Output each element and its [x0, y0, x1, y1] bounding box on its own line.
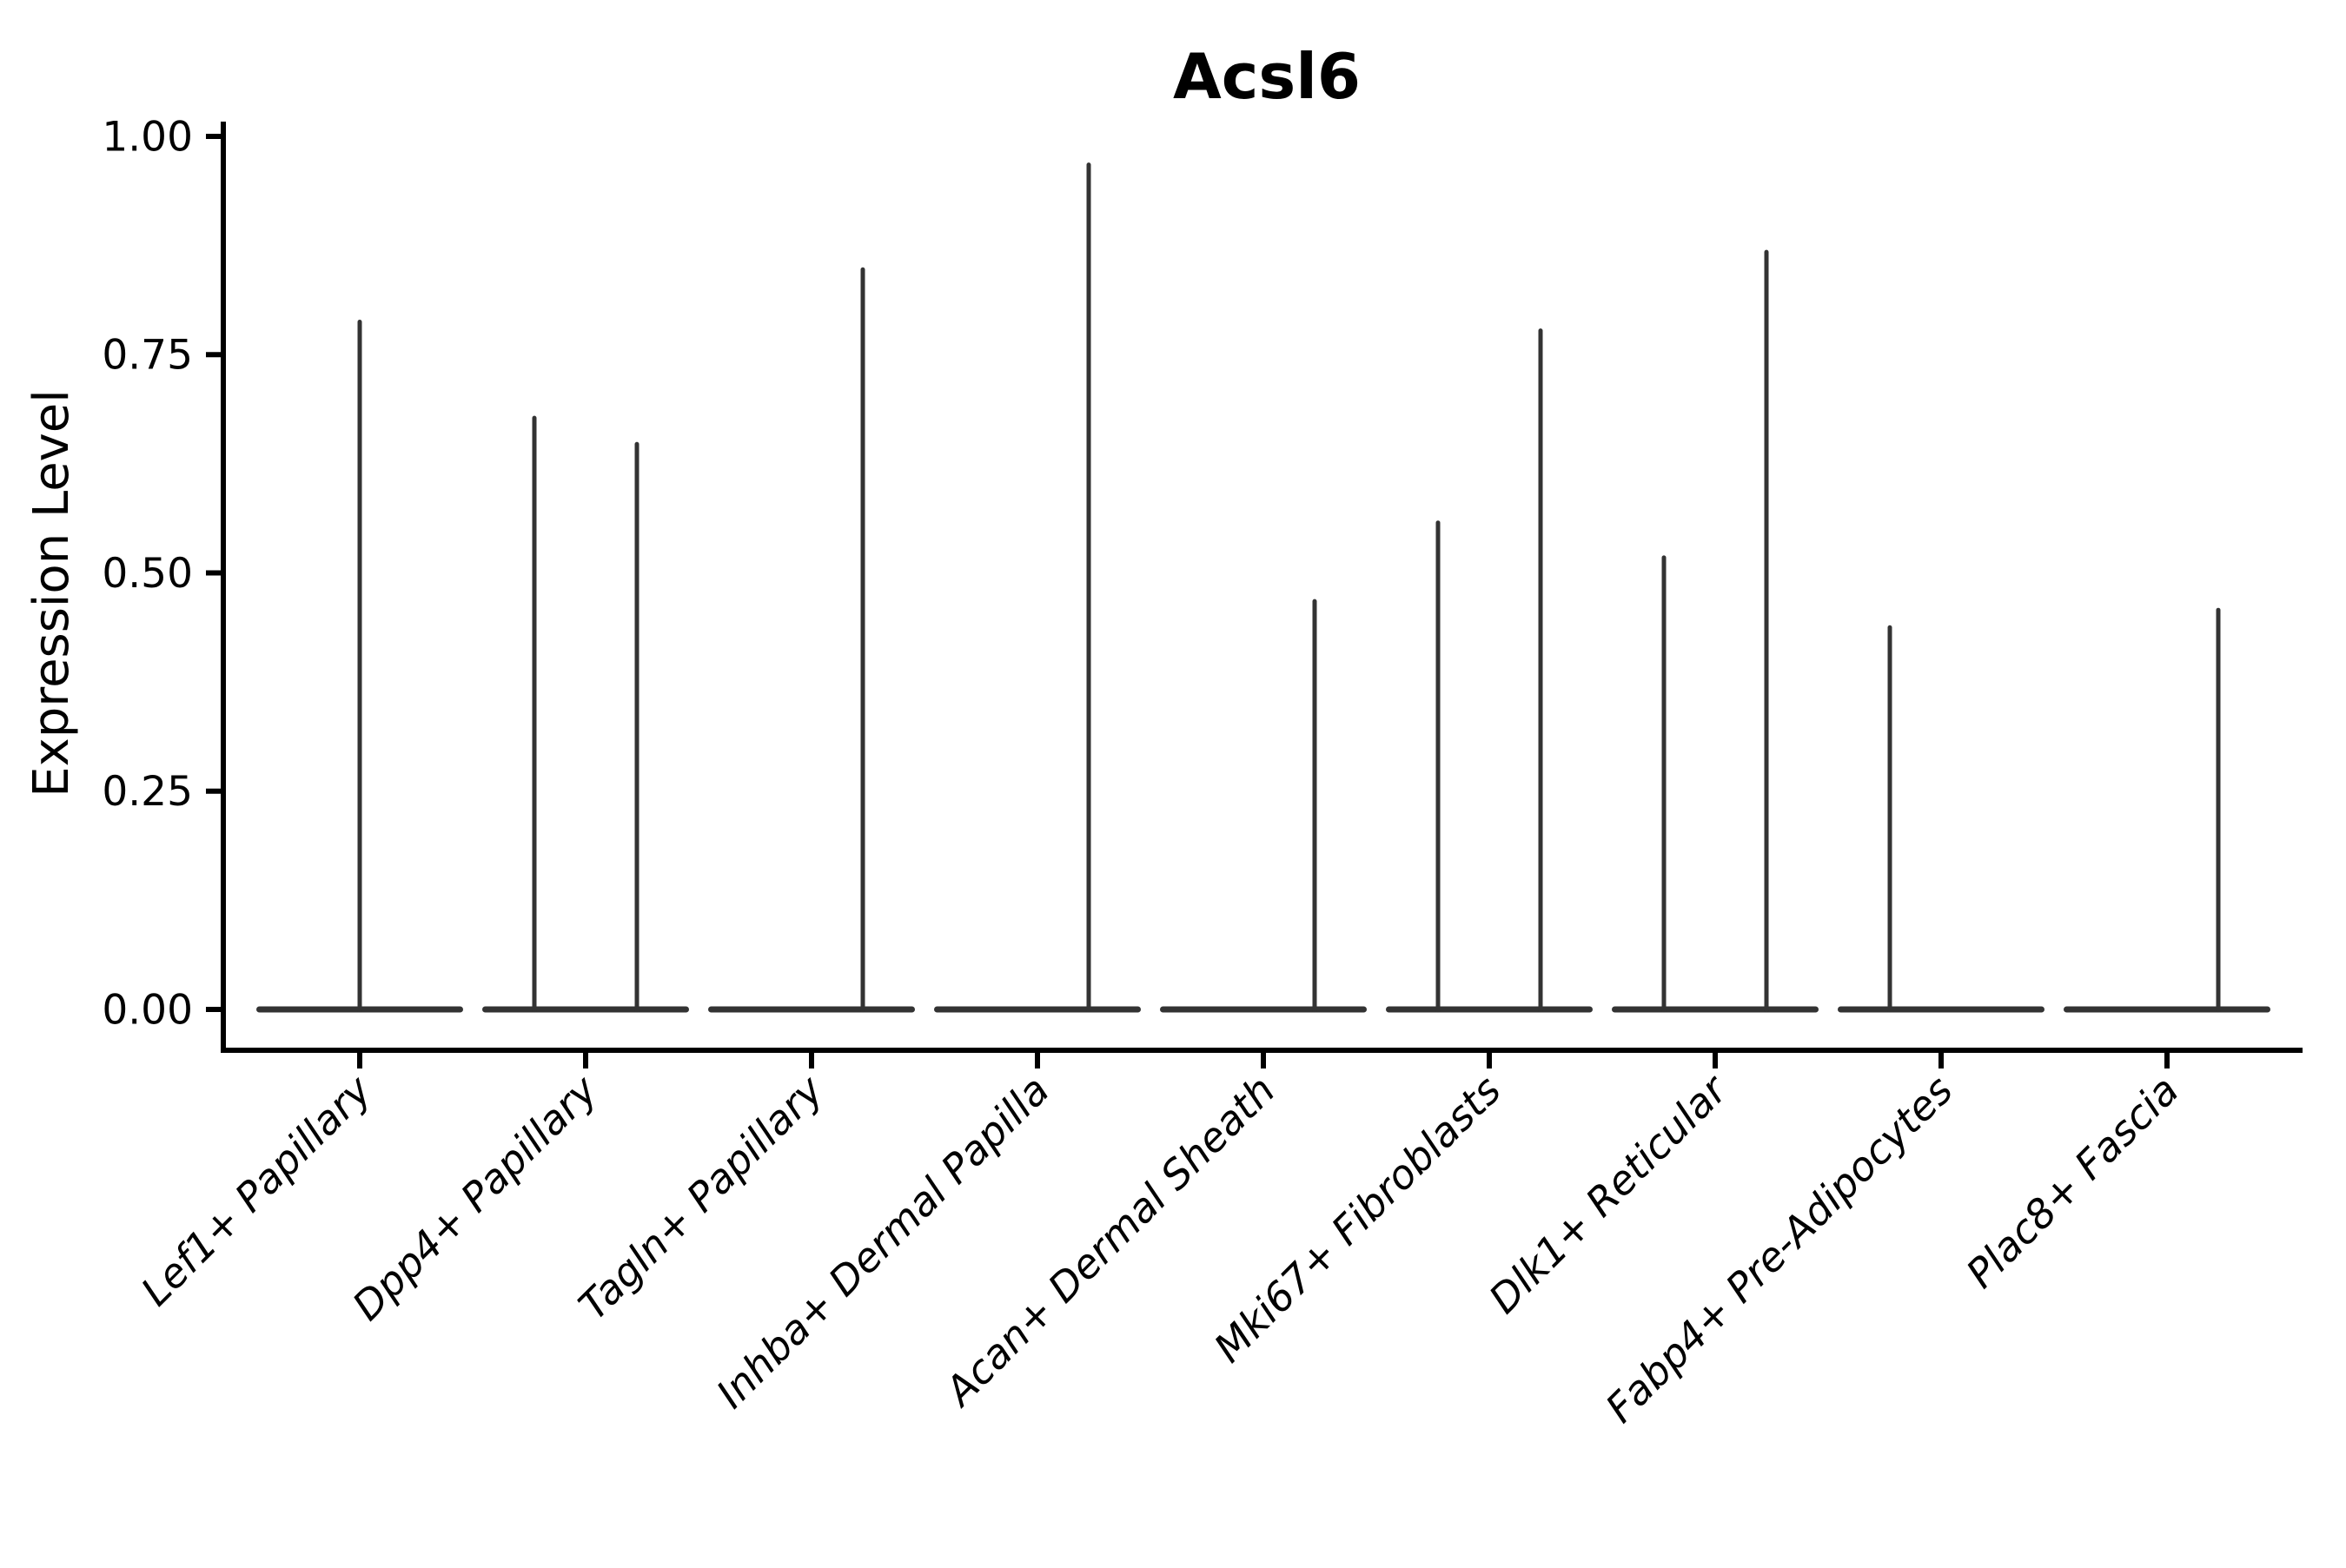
y-tick	[206, 134, 221, 139]
x-tick	[2164, 1053, 2170, 1068]
violin-baseline	[1386, 1006, 1593, 1013]
violin-spike	[1086, 162, 1091, 1013]
y-tick	[206, 570, 221, 576]
violin-baseline	[1838, 1006, 2044, 1013]
violin-baseline	[2064, 1006, 2270, 1013]
y-tick-label: 0.00	[102, 986, 193, 1034]
y-tick	[206, 788, 221, 794]
violin-spike	[1312, 599, 1317, 1013]
violin-spike	[1764, 249, 1769, 1013]
violin-spike	[1887, 625, 1892, 1013]
violin-spike	[2216, 607, 2221, 1013]
violin-group	[1160, 599, 1367, 1013]
y-tick-label: 0.75	[102, 332, 193, 380]
violin-spike	[1661, 555, 1667, 1013]
violin-group	[482, 415, 689, 1013]
violin-group	[934, 162, 1141, 1013]
x-tick	[1261, 1053, 1266, 1068]
x-tick	[357, 1053, 362, 1068]
violin-baseline	[482, 1006, 689, 1013]
violin-spike	[1435, 520, 1441, 1013]
violin-group	[1612, 249, 1819, 1013]
violin-group	[1838, 625, 2044, 1013]
y-tick-label: 0.50	[102, 550, 193, 598]
x-tick	[583, 1053, 588, 1068]
violin-baseline	[1160, 1006, 1367, 1013]
x-tick	[1035, 1053, 1040, 1068]
x-axis-spine	[221, 1048, 2303, 1053]
violin-group	[708, 267, 915, 1013]
x-tick	[1713, 1053, 1718, 1068]
violin-spike	[634, 441, 640, 1013]
violin-baseline	[1612, 1006, 1819, 1013]
y-tick	[206, 352, 221, 358]
y-tick	[206, 1007, 221, 1012]
plot-title: Acsl6	[1173, 40, 1361, 113]
violin-baseline	[934, 1006, 1141, 1013]
violin-baseline	[708, 1006, 915, 1013]
violin-spike	[532, 415, 537, 1013]
violin-spike	[1538, 328, 1543, 1013]
y-axis-spine	[221, 122, 226, 1053]
violin-spike	[860, 267, 865, 1013]
y-tick-label: 1.00	[102, 113, 193, 161]
violin-group	[2064, 607, 2270, 1013]
x-tick	[809, 1053, 814, 1068]
y-axis-label: Expression Level	[23, 389, 80, 797]
violin-group	[256, 320, 463, 1013]
x-tick	[1938, 1053, 1944, 1068]
y-tick-label: 0.25	[102, 768, 193, 816]
violin-spike	[357, 320, 362, 1013]
x-tick	[1487, 1053, 1492, 1068]
violin-group	[1386, 328, 1593, 1013]
violins-layer	[256, 162, 2270, 1013]
